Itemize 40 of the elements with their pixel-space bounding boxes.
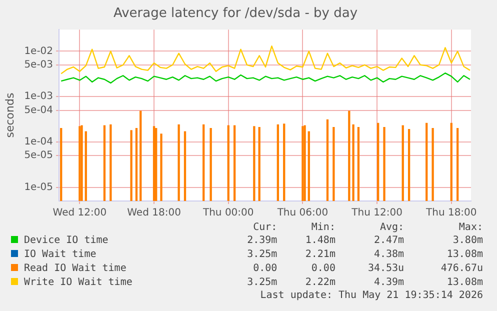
x-tick-label: Thu 06:00 — [276, 208, 328, 219]
legend-label: Read IO Wait time — [24, 263, 126, 274]
text: 4.38m — [372, 248, 406, 262]
text: Min: — [310, 222, 336, 234]
x-tick-label: Thu 18:00 — [424, 208, 477, 219]
text: 13.08m — [446, 248, 484, 262]
text: 476.67u — [440, 262, 484, 276]
text: Avg: — [378, 222, 406, 234]
text: 3.25m — [246, 248, 278, 262]
legend-label: Write IO Wait time — [24, 277, 132, 288]
text: Cur: — [252, 222, 278, 234]
y-tick-label: 1e-03 — [24, 91, 54, 102]
text: 0.00 — [252, 262, 278, 276]
y-tick-label: 5e-03 — [24, 59, 54, 70]
y-tick-label: 1e-05 — [24, 182, 54, 193]
text: Last update: Thu May 21 19:35:14 2026 — [259, 290, 484, 302]
text: 3.25m — [246, 276, 278, 290]
y-tick-label: 1e-04 — [24, 136, 54, 148]
text: 1.48m — [304, 234, 336, 248]
y-tick-label: 5e-04 — [24, 104, 54, 116]
text: 13.08m — [446, 276, 484, 290]
text: 4.39m — [372, 276, 406, 290]
text: Max: — [458, 222, 484, 234]
text: 3.80m — [452, 234, 484, 248]
x-tick-label: Thu 00:00 — [202, 208, 254, 219]
legend-label: IO Wait time — [24, 249, 96, 260]
text: 2.21m — [304, 248, 336, 262]
y-axis-title: seconds — [3, 92, 16, 138]
y-tick-label: 5e-05 — [24, 150, 54, 162]
text: 2.39m — [246, 234, 278, 248]
text: 34.53u — [366, 262, 406, 276]
x-tick-label: Wed 18:00 — [127, 208, 181, 219]
legend-label: Device IO time — [24, 235, 108, 246]
x-tick-label: Thu 12:00 — [350, 208, 402, 219]
y-tick-label: 1e-02 — [24, 46, 54, 57]
text: 0.00 — [310, 262, 336, 276]
text: 2.47m — [372, 234, 406, 248]
x-tick-label: Wed 12:00 — [52, 208, 107, 219]
text: 2.22m — [304, 276, 336, 290]
chart-title: Average latency for /dev/sda - by day — [113, 6, 358, 22]
